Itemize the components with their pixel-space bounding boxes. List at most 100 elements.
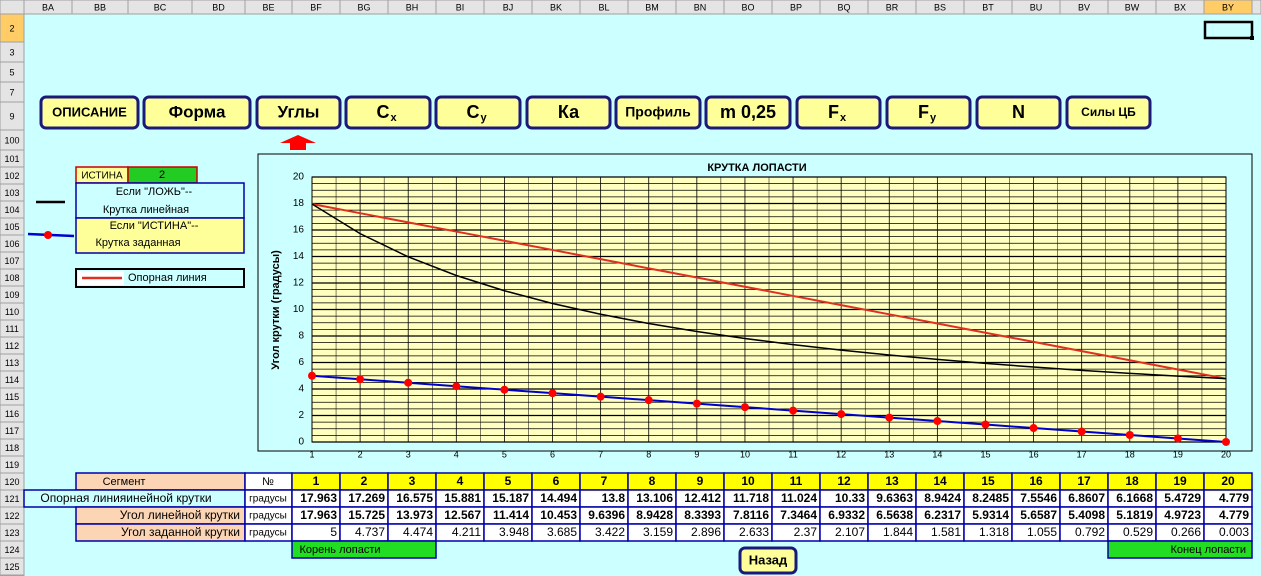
- value: 17.269: [348, 491, 385, 505]
- value: 5.1819: [1116, 508, 1153, 522]
- toolbar-button[interactable]: N: [975, 95, 1062, 130]
- series-line: [311, 203, 1227, 380]
- value: 0.529: [1123, 525, 1153, 539]
- button-label: F: [918, 102, 929, 122]
- series-marker: [740, 403, 749, 412]
- series-marker: [885, 413, 894, 422]
- segment-number: 1: [313, 474, 320, 488]
- active-arrow: [280, 135, 316, 150]
- value: 0.792: [1075, 525, 1105, 539]
- x-tick-label: 7: [598, 449, 603, 459]
- segment-header: Сегмент: [103, 476, 146, 488]
- x-tick-label: 5: [502, 449, 507, 459]
- series-marker: [1222, 437, 1230, 446]
- value: 9.6396: [588, 508, 625, 522]
- value: 14.494: [540, 491, 577, 505]
- value: 5.4729: [1164, 491, 1201, 505]
- column-header-label: BK: [550, 2, 562, 12]
- toolbar-button[interactable]: Форма: [142, 95, 252, 130]
- x-tick-label: 20: [1221, 449, 1231, 459]
- value: 10.453: [540, 508, 577, 522]
- column-header-label: BV: [1078, 2, 1090, 12]
- button-face: [1065, 95, 1152, 130]
- y-tick-label: 4: [298, 384, 304, 395]
- toolbar-button[interactable]: Ка: [525, 95, 612, 130]
- row-header-label: 7: [9, 87, 14, 97]
- value: 13.106: [636, 491, 673, 505]
- y-tick-label: 20: [293, 172, 305, 183]
- button-face: [434, 95, 522, 130]
- root-cell: [291, 540, 437, 559]
- row-header: [0, 557, 25, 576]
- row-label: Опорная линияинейной крутки: [40, 491, 211, 505]
- chart-title: КРУТКА ЛОПАСТИ: [707, 162, 806, 174]
- button-label: Форма: [169, 102, 226, 121]
- back-button[interactable]: Назад: [738, 546, 798, 575]
- column-header-label: BG: [357, 2, 370, 12]
- column-header-label: BP: [790, 2, 802, 12]
- x-tick-label: 19: [1173, 449, 1183, 459]
- button-face: [344, 95, 432, 130]
- button-face: [704, 95, 792, 130]
- button-label: m 0,25: [720, 102, 776, 122]
- y-tick-label: 8: [298, 331, 304, 342]
- value: 4.474: [403, 525, 433, 539]
- toolbar-button[interactable]: Углы: [255, 95, 342, 130]
- value: 5.9314: [972, 508, 1009, 522]
- segment-number: 16: [1029, 474, 1043, 488]
- value: 1.581: [931, 525, 961, 539]
- row-header-label: 124: [4, 545, 19, 555]
- button-face: [525, 95, 612, 130]
- value: 7.5546: [1020, 491, 1057, 505]
- row-header-label: 111: [5, 324, 19, 334]
- value: 2.633: [739, 525, 769, 539]
- value: 4.737: [355, 525, 385, 539]
- column-header-label: BE: [262, 2, 274, 12]
- legend-false-box: [75, 182, 245, 219]
- value: 6.2317: [924, 508, 961, 522]
- toolbar-button[interactable]: ОПИСАНИЕ: [39, 95, 140, 130]
- value: 9.6363: [876, 491, 913, 505]
- button-face: [975, 95, 1062, 130]
- x-tick-label: 3: [406, 449, 411, 459]
- row-header-label: 113: [5, 358, 19, 368]
- legend-specified-marker: [44, 231, 52, 239]
- column-header-label: BD: [212, 2, 225, 12]
- button-face: [738, 546, 798, 575]
- column-header-label: BX: [1174, 2, 1186, 12]
- column-header-label: BL: [598, 2, 609, 12]
- row-header-label: 108: [4, 273, 19, 283]
- series-marker: [933, 417, 942, 426]
- value: 4.211: [452, 525, 481, 539]
- series-marker: [692, 399, 701, 408]
- button-label: Ка: [558, 102, 580, 122]
- row-header-label: 122: [4, 511, 19, 521]
- row-label: Угол заданной крутки: [121, 525, 240, 539]
- row-header-label: 120: [4, 477, 19, 487]
- toolbar-button[interactable]: Силы ЦБ: [1065, 95, 1152, 130]
- series-marker: [356, 375, 365, 384]
- value: 4.779: [1219, 491, 1249, 505]
- button-face: [39, 95, 140, 130]
- column-header-label: BR: [886, 2, 899, 12]
- value: 13.8: [602, 491, 626, 505]
- value: 5: [330, 525, 337, 539]
- value: 1.055: [1027, 525, 1057, 539]
- value: 15.187: [492, 491, 529, 505]
- row-header-label: 121: [4, 494, 19, 504]
- segment-number: 20: [1221, 474, 1235, 488]
- toolbar-button[interactable]: m 0,25: [704, 95, 792, 130]
- segment-number: 4: [457, 474, 464, 488]
- value: 17.963: [300, 508, 337, 522]
- toolbar-button[interactable]: Профиль: [614, 95, 702, 130]
- value: 8.9428: [636, 508, 673, 522]
- series-marker: [1029, 424, 1038, 433]
- column-header-label: BJ: [503, 2, 514, 12]
- series-marker: [981, 420, 990, 429]
- legend-false-rule: Если "ЛОЖЬ"--: [116, 186, 193, 198]
